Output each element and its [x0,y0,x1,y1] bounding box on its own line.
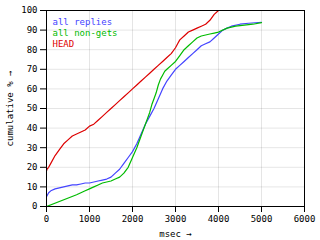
svg-text:30: 30 [27,143,38,153]
svg-text:70: 70 [27,64,38,74]
svg-text:50: 50 [27,103,38,113]
svg-text:HEAD: HEAD [53,39,75,49]
svg-text:0: 0 [32,201,37,211]
svg-text:cumulative % →: cumulative % → [5,70,15,146]
svg-text:60: 60 [27,84,38,94]
svg-text:40: 40 [27,123,38,133]
svg-text:80: 80 [27,45,38,55]
svg-text:all non-gets: all non-gets [53,28,118,38]
svg-text:90: 90 [27,25,38,35]
svg-text:100: 100 [21,5,37,15]
svg-text:6000: 6000 [294,214,316,224]
svg-text:4000: 4000 [208,214,230,224]
svg-text:20: 20 [27,162,38,172]
svg-text:all replies: all replies [53,17,113,27]
svg-text:2000: 2000 [122,214,144,224]
svg-text:5000: 5000 [251,214,273,224]
svg-text:0: 0 [44,214,49,224]
svg-text:10: 10 [27,182,38,192]
svg-text:msec →: msec → [159,229,192,239]
svg-text:1000: 1000 [79,214,101,224]
svg-text:3000: 3000 [165,214,187,224]
